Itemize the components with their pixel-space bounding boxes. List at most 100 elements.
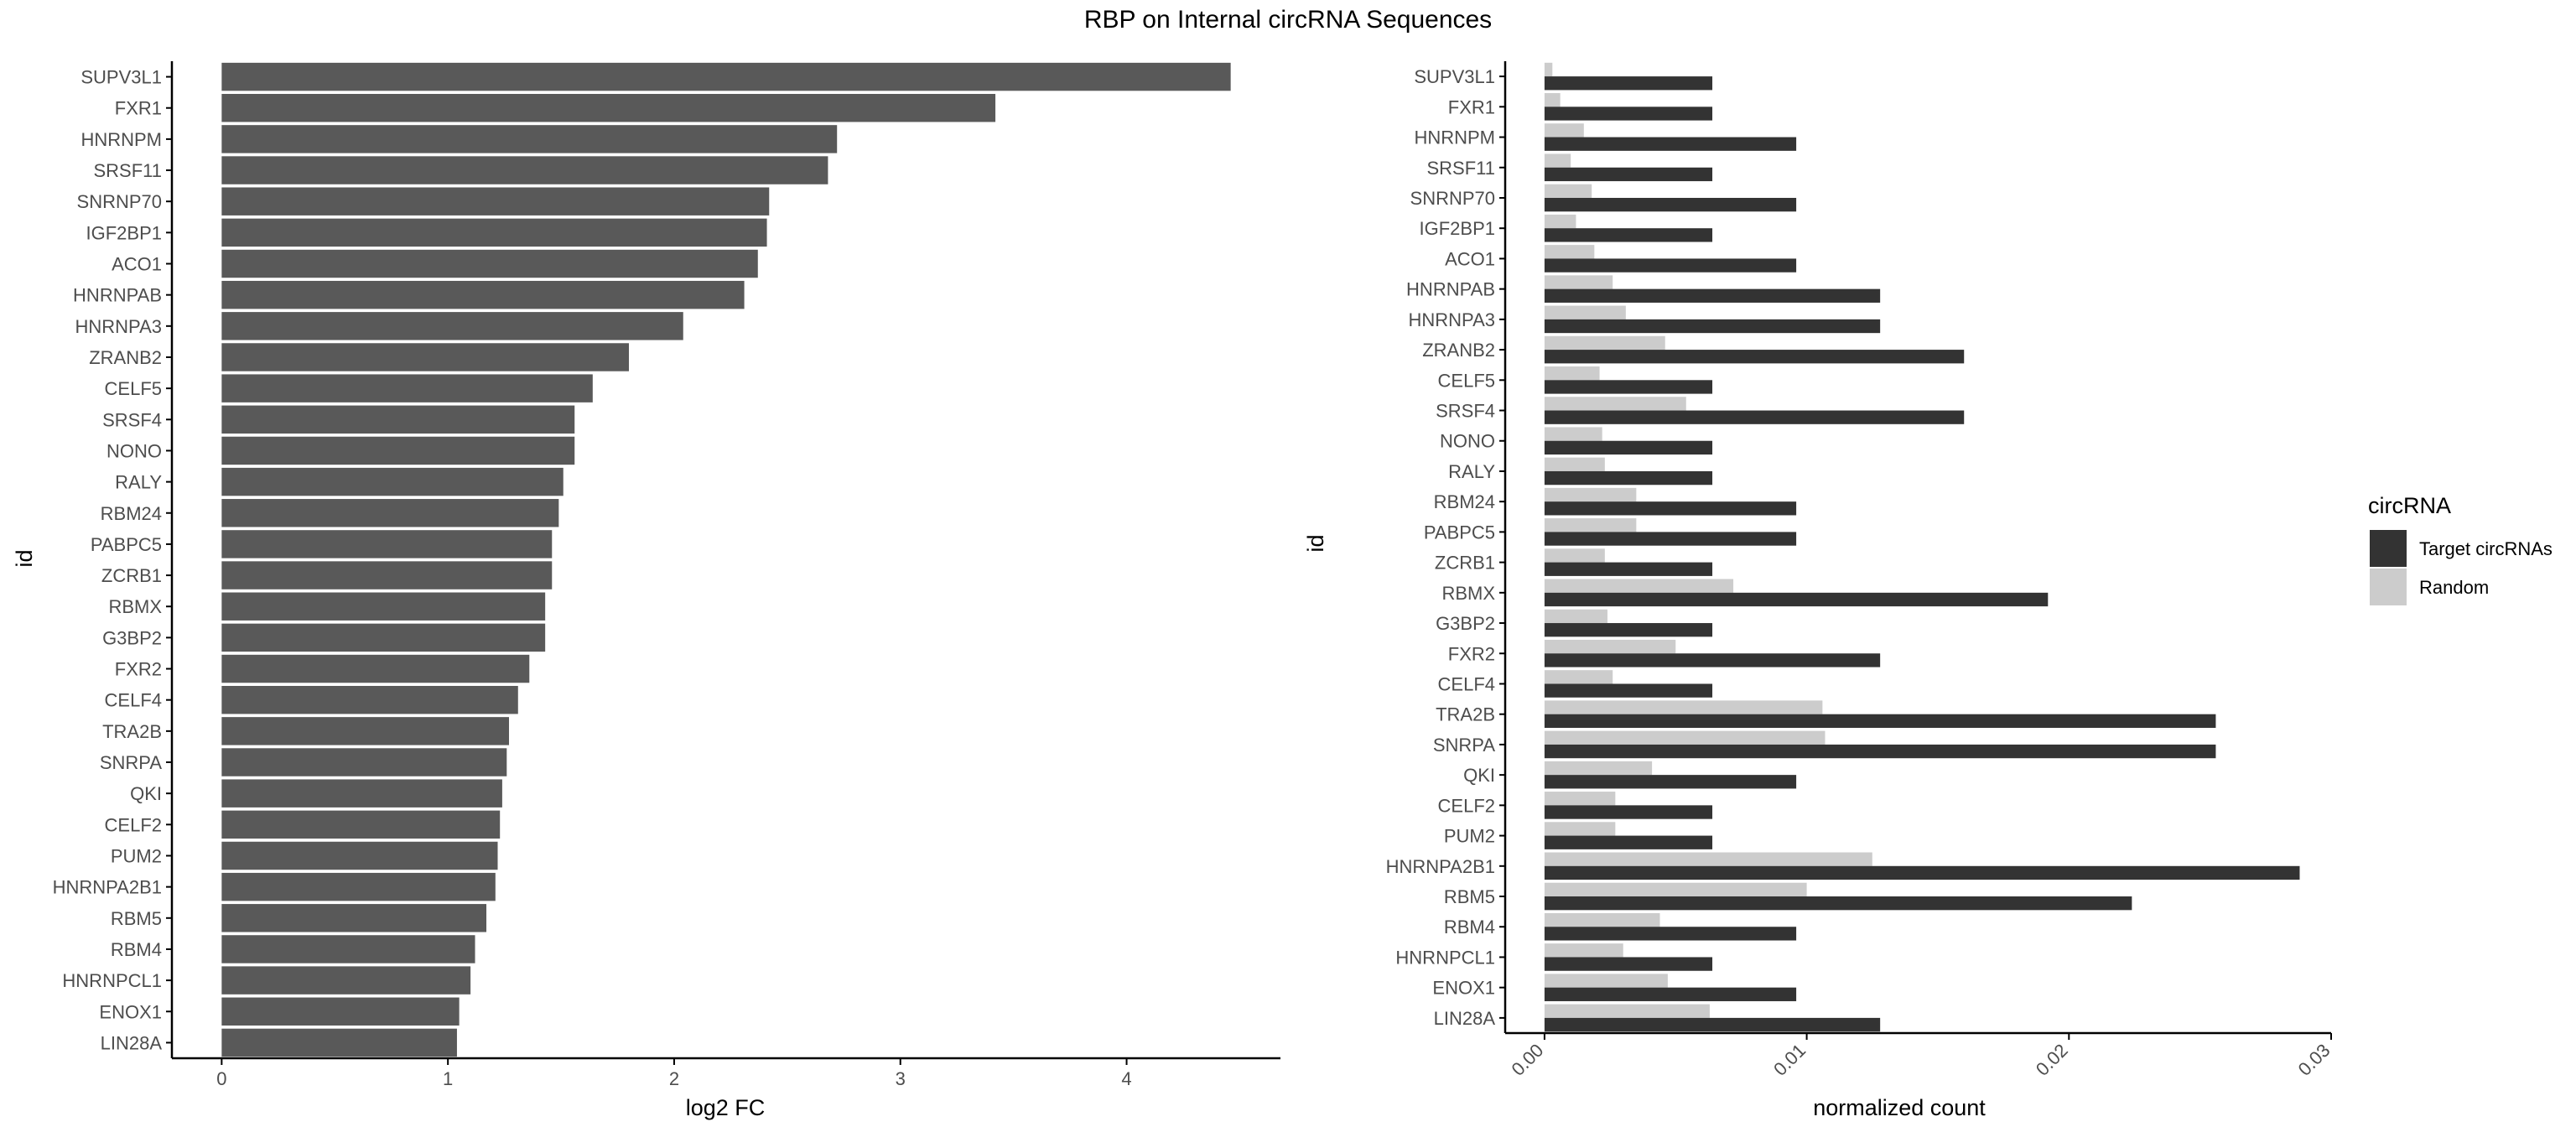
fc-bar-hnrnpa2b1 xyxy=(221,872,496,901)
right-y-tick-label-raly: RALY xyxy=(1448,461,1495,482)
legend: circRNA Target circRNAs Random xyxy=(2368,493,2553,605)
left-y-tick-label-fxr2: FXR2 xyxy=(115,659,162,680)
fc-bar-nono xyxy=(221,436,575,465)
right-y-tick-label-tra2b: TRA2B xyxy=(1436,704,1495,725)
left-y-tick-label-g3bp2: G3BP2 xyxy=(102,627,162,648)
target-bar-tra2b xyxy=(1544,714,2216,729)
random-bar-hnrnpa3 xyxy=(1544,305,1626,319)
right-y-tick-label-hnrnpa3: HNRNPA3 xyxy=(1408,309,1495,330)
left-y-tick-label-qki: QKI xyxy=(130,783,162,804)
fc-bar-rbm4 xyxy=(221,935,475,963)
left-y-tick-label-hnrnpa3: HNRNPA3 xyxy=(75,316,162,337)
right-y-tick-label-rbm5: RBM5 xyxy=(1444,886,1495,907)
random-bar-rbm5 xyxy=(1544,882,1807,897)
fc-bar-fxr2 xyxy=(221,654,530,683)
left-x-tick-label-4: 4 xyxy=(1121,1068,1131,1089)
left-y-tick-label-hnrnpm: HNRNPM xyxy=(80,129,162,150)
random-bar-snrnp70 xyxy=(1544,184,1592,198)
right-y-tick-label-rbm24: RBM24 xyxy=(1434,491,1495,512)
right-y-tick-label-rbm4: RBM4 xyxy=(1444,917,1495,937)
target-bar-raly xyxy=(1544,470,1713,486)
right-y-tick-label-qki: QKI xyxy=(1463,765,1495,786)
random-bar-aco1 xyxy=(1544,245,1595,259)
left-y-tick-label-raly: RALY xyxy=(115,472,162,493)
random-bar-pabpc5 xyxy=(1544,518,1637,532)
left-y-tick-label-pum2: PUM2 xyxy=(111,845,162,866)
left-y-tick-label-fxr1: FXR1 xyxy=(115,98,162,119)
right-x-tick-label-0-01: 0.01 xyxy=(1769,1040,1810,1080)
target-bar-hnrnpa2b1 xyxy=(1544,865,2300,880)
right-panel-normalized-count-chart: id normalized count SUPV3L1 FXR1 HNRNPM SRS… xyxy=(1303,61,2334,1120)
random-bar-igf2bp1 xyxy=(1544,214,1576,229)
fc-bar-supv3l1 xyxy=(221,62,1231,91)
left-y-tick-label-hnrnpab: HNRNPAB xyxy=(73,285,162,306)
target-bar-g3bp2 xyxy=(1544,623,1713,637)
left-y-tick-label-srsf4: SRSF4 xyxy=(102,409,162,430)
legend-title: circRNA xyxy=(2368,493,2451,518)
left-y-tick-label-hnrnpcl1: HNRNPCL1 xyxy=(62,970,162,991)
target-bar-celf2 xyxy=(1544,805,1713,819)
target-bar-aco1 xyxy=(1544,258,1797,273)
legend-label-random: Random xyxy=(2419,577,2489,598)
right-x-tick-label-0-02: 0.02 xyxy=(2032,1040,2072,1080)
left-y-tick-label-igf2bp1: IGF2BP1 xyxy=(86,222,162,243)
random-bar-rbm4 xyxy=(1544,912,1660,927)
right-y-tick-label-igf2bp1: IGF2BP1 xyxy=(1420,218,1495,239)
left-y-tick-label-celf5: CELF5 xyxy=(105,378,162,399)
right-y-tick-label-supv3l1: SUPV3L1 xyxy=(1414,66,1495,87)
left-y-tick-label-supv3l1: SUPV3L1 xyxy=(80,67,162,88)
random-bar-fxr2 xyxy=(1544,639,1676,654)
left-y-axis-title: id xyxy=(12,549,37,567)
fc-bar-rbm5 xyxy=(221,904,487,932)
fc-bar-raly xyxy=(221,467,564,496)
right-y-tick-label-pum2: PUM2 xyxy=(1444,826,1495,847)
random-bar-celf5 xyxy=(1544,366,1600,381)
left-y-tick-label-snrpa: SNRPA xyxy=(100,752,162,773)
right-y-tick-label-rbmx: RBMX xyxy=(1441,583,1495,604)
right-y-tick-label-hnrnpab: HNRNPAB xyxy=(1406,279,1495,300)
fc-bar-celf5 xyxy=(221,374,593,402)
random-bar-snrpa xyxy=(1544,730,1826,745)
random-bar-nono xyxy=(1544,427,1602,441)
fc-bar-celf4 xyxy=(221,685,518,714)
random-bar-hnrnpab xyxy=(1544,275,1613,289)
right-y-tick-label-celf2: CELF2 xyxy=(1438,795,1495,816)
left-y-tick-label-pabpc5: PABPC5 xyxy=(91,534,162,555)
right-x-axis-title: normalized count xyxy=(1813,1095,1986,1120)
legend-label-target: Target circRNAs xyxy=(2419,538,2553,559)
right-y-tick-label-celf5: CELF5 xyxy=(1438,370,1495,391)
fc-bar-hnrnpcl1 xyxy=(221,966,471,995)
fc-bar-pum2 xyxy=(221,841,498,870)
random-bar-supv3l1 xyxy=(1544,62,1553,77)
random-bar-rbmx xyxy=(1544,579,1734,593)
legend-swatch-random xyxy=(2370,569,2407,605)
fc-bar-lin28a xyxy=(221,1028,457,1057)
random-bar-srsf11 xyxy=(1544,153,1571,168)
target-bar-lin28a xyxy=(1544,1017,1881,1032)
fc-bar-hnrnpa3 xyxy=(221,312,683,340)
target-bar-zcrb1 xyxy=(1544,562,1713,576)
right-y-tick-label-srsf4: SRSF4 xyxy=(1436,401,1495,422)
target-bar-snrpa xyxy=(1544,744,2216,759)
right-y-tick-label-fxr2: FXR2 xyxy=(1448,643,1495,664)
left-x-tick-label-2: 2 xyxy=(669,1068,679,1089)
left-y-tick-label-rbmx: RBMX xyxy=(108,596,162,617)
fc-bar-g3bp2 xyxy=(221,623,546,652)
target-bar-fxr2 xyxy=(1544,653,1881,667)
random-bar-enox1 xyxy=(1544,974,1668,988)
random-bar-pum2 xyxy=(1544,822,1616,836)
fc-bar-igf2bp1 xyxy=(221,218,767,247)
right-y-tick-label-nono: NONO xyxy=(1440,431,1495,452)
right-y-tick-label-fxr1: FXR1 xyxy=(1448,96,1495,117)
left-y-tick-label-celf4: CELF4 xyxy=(105,690,162,711)
target-bar-supv3l1 xyxy=(1544,76,1713,91)
left-y-tick-label-enox1: ENOX1 xyxy=(99,1001,162,1022)
left-y-tick-label-tra2b: TRA2B xyxy=(102,721,162,742)
random-bar-fxr1 xyxy=(1544,93,1561,107)
fc-bar-qki xyxy=(221,779,502,808)
target-bar-hnrnpab xyxy=(1544,288,1881,303)
left-y-tick-label-hnrnpa2b1: HNRNPA2B1 xyxy=(53,877,162,898)
right-y-tick-label-srsf11: SRSF11 xyxy=(1426,158,1495,179)
right-y-tick-label-snrpa: SNRPA xyxy=(1433,735,1495,756)
left-y-tick-label-srsf11: SRSF11 xyxy=(93,160,162,181)
